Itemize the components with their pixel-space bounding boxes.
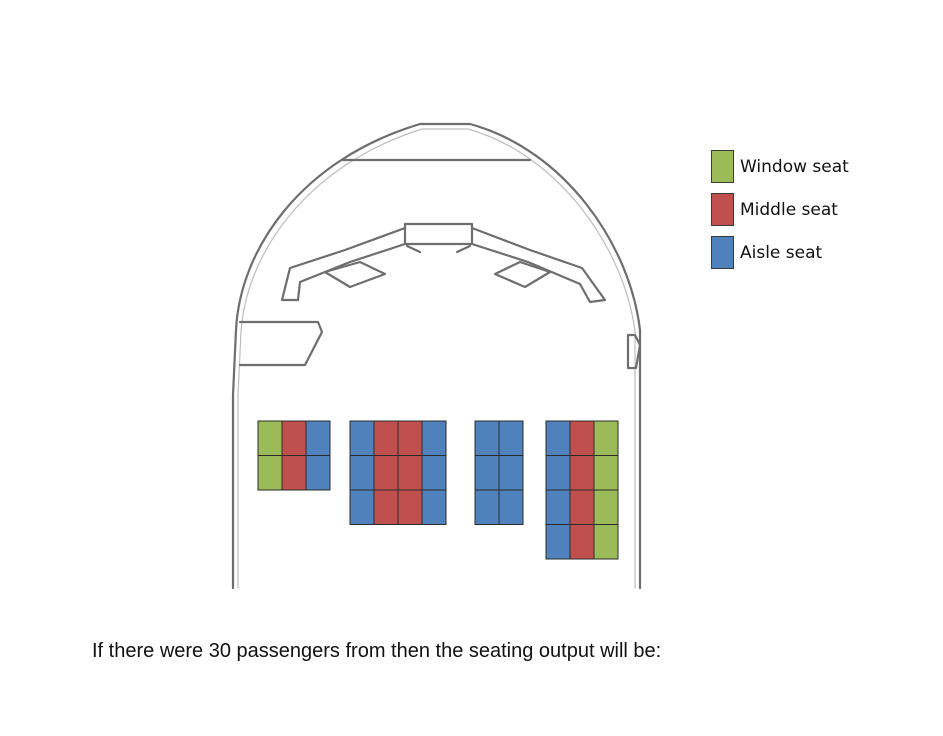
cockpit-window-left (280, 226, 407, 302)
aisle-seat (421, 455, 447, 491)
window-seat (593, 455, 619, 491)
aisle-seat (305, 455, 331, 491)
aisle-seat (545, 420, 571, 456)
caption-text: If there were 30 passengers from then th… (92, 640, 662, 662)
aisle-seat (349, 420, 375, 456)
middle-seat (281, 455, 307, 491)
seat-block-1 (257, 420, 331, 491)
legend-item-middle: Middle seat (711, 193, 911, 236)
aisle-seat (498, 420, 524, 456)
aisle-seat (545, 489, 571, 525)
middle-seat (373, 489, 399, 525)
middle-seat (281, 420, 307, 456)
aisle-seat (474, 489, 500, 525)
cockpit-window-center (403, 222, 474, 246)
middle-seat (397, 489, 423, 525)
cockpit-window-center-lower (405, 244, 472, 254)
legend-item-window: Window seat (711, 150, 911, 193)
seat-block-3 (474, 420, 524, 525)
aisle-seat (474, 455, 500, 491)
middle-seat (569, 524, 595, 560)
middle-seat (397, 420, 423, 456)
legend-label-window: Window seat (740, 157, 849, 177)
aisle-seat (545, 524, 571, 560)
aisle-seat (545, 455, 571, 491)
seat-block-4 (545, 420, 619, 560)
aisle-seat (421, 489, 447, 525)
middle-seat (397, 455, 423, 491)
aisle-seat (474, 420, 500, 456)
fuselage-outline-inner (237, 128, 636, 589)
window-seat (593, 420, 619, 456)
legend-swatch-window (711, 150, 734, 183)
aisle-seat (498, 489, 524, 525)
window-seat (593, 489, 619, 525)
middle-seat (569, 489, 595, 525)
aisle-seat (349, 455, 375, 491)
side-door-right (626, 333, 642, 370)
middle-seat (373, 420, 399, 456)
legend-label-aisle: Aisle seat (740, 243, 823, 263)
cockpit-window-left-panel (323, 260, 387, 289)
window-seat (593, 524, 619, 560)
aisle-seat (349, 489, 375, 525)
middle-seat (373, 455, 399, 491)
fuselage-outline (231, 122, 642, 590)
middle-seat (569, 455, 595, 491)
window-seat (257, 455, 283, 491)
middle-seat (569, 420, 595, 456)
aisle-seat (421, 420, 447, 456)
seat-map (257, 420, 619, 560)
cockpit-window-right-panel (493, 260, 552, 289)
aisle-seat (498, 455, 524, 491)
legend-label-middle: Middle seat (740, 200, 838, 220)
seat-block-2 (349, 420, 447, 525)
cockpit-window-right (470, 226, 607, 304)
legend-swatch-aisle (711, 236, 734, 269)
side-door-left (238, 320, 324, 367)
aisle-seat (305, 420, 331, 456)
legend-swatch-middle (711, 193, 734, 226)
legend-item-aisle: Aisle seat (711, 236, 911, 279)
window-seat (257, 420, 283, 456)
legend: Window seat Middle seat Aisle seat (711, 150, 911, 279)
